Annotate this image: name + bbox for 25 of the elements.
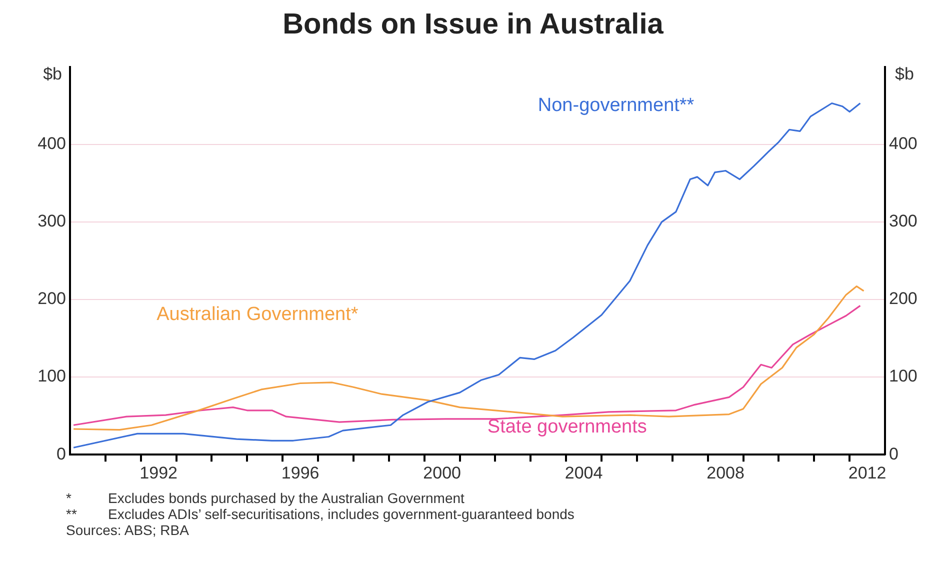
y-axis-title: $b — [43, 64, 62, 84]
text: ** Excludes ADIs’ self-securitisations, includes government-guaranteed bonds — [66, 506, 574, 522]
y-tick-label: 0 — [56, 444, 66, 464]
x-tick-label: 2000 — [423, 463, 461, 482]
y-tick-label: 200 — [38, 289, 66, 308]
text: Non-government** — [538, 94, 695, 116]
y2-tick-label: 300 — [889, 212, 918, 231]
y2-axis-title: $b — [895, 64, 914, 84]
x-tick-label: 2012 — [848, 463, 886, 482]
y2-tick-label: 400 — [889, 134, 918, 154]
x-tick-label: 2008 — [706, 463, 744, 482]
source-note: Sources: ABS; RBA — [66, 522, 190, 538]
y-tick-label: 400 — [38, 134, 66, 154]
y2-tick-label: 0 — [889, 444, 898, 464]
text: * Excludes bonds purchased by the Australian Government — [66, 490, 464, 506]
y-tick-label: 300 — [38, 212, 66, 231]
y2-tick-label: 200 — [889, 289, 918, 308]
y-tick-label: 100 — [38, 366, 66, 386]
chart-title: Bonds on Issue in Australia — [282, 8, 664, 40]
x-tick-label: 1992 — [140, 463, 178, 482]
x-tick-label: 2004 — [564, 463, 603, 482]
series-label: State governments — [487, 416, 647, 438]
text: Australian Government* — [156, 304, 359, 326]
x-tick-label: 1996 — [281, 463, 320, 482]
y2-tick-label: 100 — [889, 366, 918, 386]
